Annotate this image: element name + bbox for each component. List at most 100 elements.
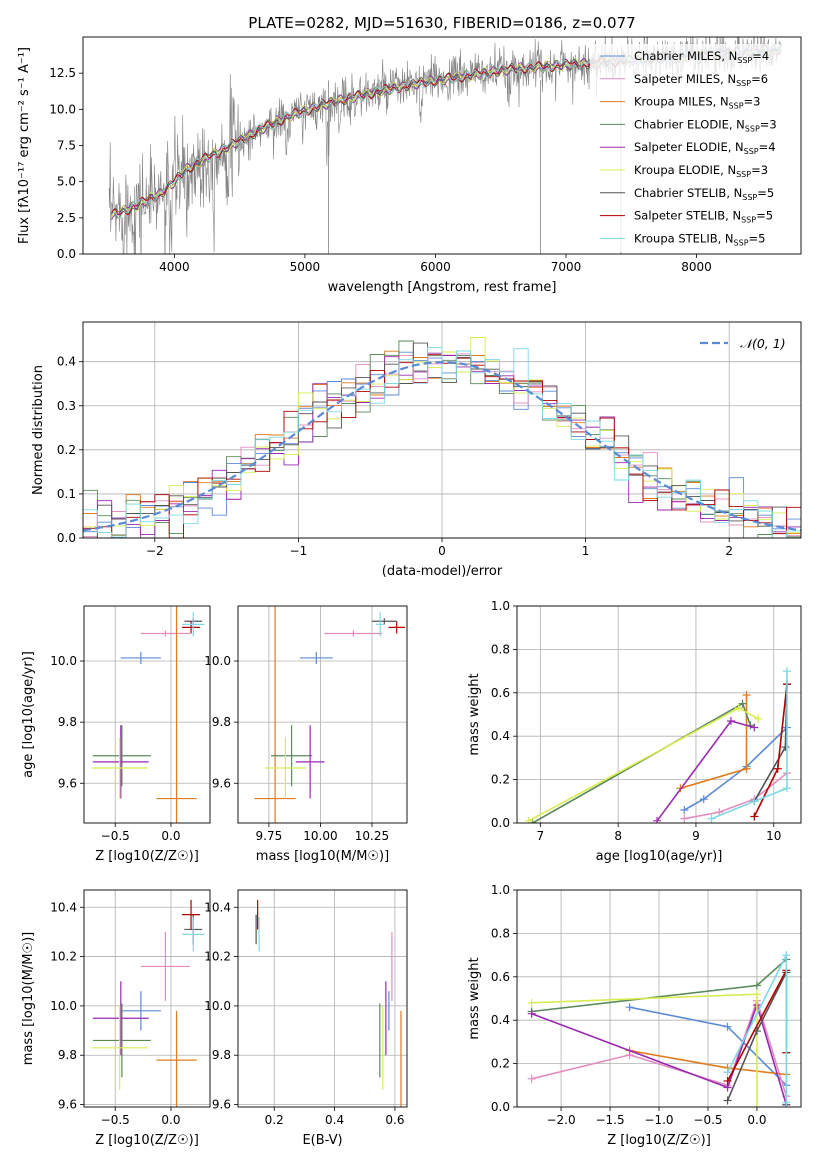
x-tick-label: 0.6: [385, 1113, 404, 1127]
errorbar-point-kroupa-elodie: [264, 737, 307, 799]
y-tick-label: 10.0: [50, 999, 77, 1013]
x-tick-label: 0.2: [265, 1113, 284, 1127]
y-tick-label: 0.3: [57, 399, 76, 413]
errorbar-point-kroupa-elodie: [91, 737, 148, 799]
y-tick-label: 10.4: [204, 900, 231, 914]
chart-title: PLATE=0282, MJD=51630, FIBERID=0186, z=0…: [248, 14, 635, 32]
histogram-chabrier-stelib: [83, 342, 801, 538]
weight-marker: [752, 990, 761, 999]
y-tick-label: 0.0: [57, 247, 76, 261]
x-tick-label: −1.5: [595, 1113, 624, 1127]
x-axis-label: age [log10(age/yr)]: [596, 849, 723, 864]
y-tick-label: 0.4: [491, 729, 510, 743]
plot-area: [524, 667, 791, 823]
errorbar-point-kroupa-stelib: [182, 917, 205, 952]
x-axis-label: Z [log10(Z/Z☉)]: [607, 1133, 711, 1148]
weight-marker: [752, 1103, 761, 1107]
y-tick-label: 9.8: [58, 1048, 77, 1062]
y-tick-label: 10.2: [204, 950, 231, 964]
errorbar-point-kroupa-miles: [156, 1010, 197, 1107]
axes-frame: −0.5 0.0 9.6 9.8 10.0 10.2 10.4 Z [log10(Z/Z☉)]…: [21, 889, 211, 1148]
weight-marker: [738, 699, 747, 708]
y-tick-label: 9.6: [212, 1098, 231, 1112]
x-tick-label: −0.5: [693, 1113, 722, 1127]
weight-line-salpeter-stelib: [753, 684, 788, 817]
weight-marker: [750, 812, 759, 821]
weight-marker: [742, 690, 751, 699]
weight-marker: [754, 714, 763, 723]
legend-entry: Chabrier ELODIE, NSSP=3: [634, 117, 777, 133]
errorbar-point-salpeter-elodie: [295, 725, 325, 799]
y-axis-label: mass [log10(M/M☉)]: [21, 932, 36, 1065]
weight-marker: [734, 703, 743, 712]
axes-frame: −2.0 −1.5 −1.0 −0.5 0.0 0.0 0.2 0.4 0.6 0.8 1.0 Z […: [467, 883, 802, 1148]
y-tick-label: 5.0: [57, 175, 76, 189]
y-tick-label: 0.2: [491, 1057, 510, 1071]
y-tick-label: 9.8: [58, 715, 77, 729]
errorbar-point-kroupa-stelib: [182, 612, 205, 637]
weight-marker: [782, 784, 791, 793]
legend: 𝒩(0, 1): [700, 336, 786, 351]
grid: [238, 890, 407, 1107]
x-tick-label: 8000: [681, 260, 712, 274]
y-axis-label: mass weight: [467, 673, 482, 755]
y-tick-label: 9.6: [58, 776, 77, 790]
grid: [84, 606, 210, 823]
errorbar-point-kroupa-elodie: [91, 1005, 148, 1090]
weight-marker: [527, 1009, 536, 1018]
y-tick-label: 0.0: [57, 531, 76, 545]
weight-marker: [752, 981, 761, 990]
panel-1: −2 −1 0 1 2 0.0 0.1 0.2 0.3 0.4 (data-model)/error…: [31, 321, 802, 579]
errorbar-point-chabrier-miles: [299, 651, 333, 665]
weight-marker: [750, 723, 759, 732]
legend-entry: Kroupa ELODIE, NSSP=3: [634, 163, 768, 179]
legend-entry: Salpeter MILES, NSSP=6: [634, 72, 768, 88]
errorbar-point-chabrier-elodie: [92, 1003, 151, 1078]
x-axis-label: mass [log10(M/M☉)]: [256, 849, 389, 864]
weight-marker: [723, 1076, 732, 1085]
y-tick-label: 0.6: [491, 686, 510, 700]
weight-marker: [723, 1068, 732, 1077]
legend-entry: Salpeter ELODIE, NSSP=4: [634, 140, 776, 156]
panel-5: −0.5 0.0 9.6 9.8 10.0 10.2 10.4 Z [log10(Z/Z☉)]…: [21, 889, 211, 1148]
y-tick-label: 10.0: [204, 999, 231, 1013]
weight-marker: [707, 814, 716, 823]
weight-line-salpeter-elodie: [531, 1002, 788, 1106]
weight-marker: [782, 1098, 791, 1107]
grid: [517, 605, 801, 824]
weight-marker: [781, 743, 790, 752]
y-tick-label: 0.6: [491, 970, 510, 984]
y-tick-label: 1.0: [491, 599, 510, 613]
axes-border: [83, 889, 211, 1108]
weight-marker: [625, 1003, 634, 1012]
errorbar-point-kroupa-miles: [254, 606, 296, 823]
x-tick-label: 10: [766, 829, 781, 843]
y-tick-label: 9.8: [212, 715, 231, 729]
x-tick-label: 0.0: [161, 829, 180, 843]
y-tick-label: 10.0: [50, 654, 77, 668]
errorbar-point-chabrier-elodie: [270, 725, 313, 787]
panel-7: −2.0 −1.5 −1.0 −0.5 0.0 0.0 0.2 0.4 0.6 0.8 1.0 Z […: [467, 883, 802, 1148]
plot-area: [91, 899, 205, 1107]
x-tick-label: −0.5: [101, 1113, 130, 1127]
weight-marker: [699, 795, 708, 804]
x-tick-label: −2: [146, 544, 164, 558]
x-tick-label: 9: [692, 829, 700, 843]
weight-marker: [742, 764, 751, 773]
x-tick-label: 1: [582, 544, 590, 558]
x-tick-label: −2.0: [546, 1113, 575, 1127]
weight-line-salpeter-miles: [684, 772, 788, 820]
y-tick-label: 0.4: [57, 355, 76, 369]
plot-area: [527, 951, 791, 1107]
x-axis-label: wavelength [Angstrom, rest frame]: [328, 280, 557, 295]
x-tick-label: 7000: [551, 260, 582, 274]
y-tick-label: 12.5: [49, 66, 76, 80]
weight-line-kroupa-elodie: [531, 993, 758, 1107]
x-tick-label: 6000: [420, 260, 451, 274]
plot-area: [254, 606, 405, 823]
y-tick-label: 0.0: [491, 816, 510, 830]
x-axis-label: E(B-V): [302, 1133, 342, 1148]
x-axis-label: Z [log10(Z/Z☉)]: [95, 849, 199, 864]
gaussian-curve: [83, 360, 801, 532]
